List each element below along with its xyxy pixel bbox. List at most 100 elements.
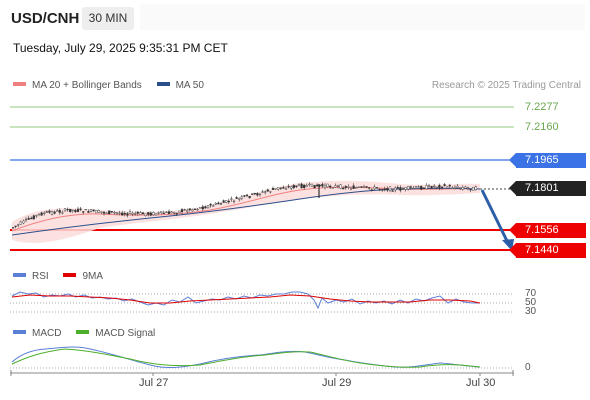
resistance-1-label: 7.2160 <box>525 121 559 133</box>
legend-label: 9MA <box>82 271 104 282</box>
candle-body <box>17 224 20 226</box>
candle-body <box>32 215 35 220</box>
x-label-jul27: Jul 27 <box>139 377 169 389</box>
candle-body <box>456 185 459 188</box>
candle-body <box>134 213 137 215</box>
candle-body <box>144 213 147 216</box>
candle-body <box>126 213 129 216</box>
candle-body <box>282 187 285 189</box>
candle-body <box>277 187 280 190</box>
candle-body <box>329 185 332 188</box>
candle-body <box>417 186 420 188</box>
candle-body <box>188 208 191 211</box>
legend-item-bollinger[interactable]: MA 20 + Bollinger Bands <box>13 80 142 91</box>
candle-body <box>271 188 275 190</box>
candle-body <box>336 185 340 187</box>
legend-item-rsi[interactable]: RSI <box>13 271 49 282</box>
candle-body <box>170 211 173 214</box>
rsi-level-70: 70 <box>525 288 537 299</box>
candle-body <box>305 185 308 187</box>
candle-body <box>425 185 428 190</box>
candle-body <box>258 193 262 196</box>
candle-body <box>56 210 59 212</box>
candle-body <box>368 187 371 189</box>
legend-item-macd[interactable]: MACD <box>13 328 61 339</box>
legend-item-macd-signal[interactable]: MACD Signal <box>76 328 155 339</box>
candle-body <box>37 213 41 215</box>
candle-body <box>97 210 100 213</box>
candle-body <box>123 213 126 215</box>
candle-body <box>30 217 33 220</box>
candle-body <box>69 208 72 213</box>
candle-body <box>186 210 189 212</box>
candle-body <box>225 200 228 203</box>
candle-body <box>334 185 337 188</box>
candle-body <box>459 187 462 189</box>
candle-body <box>448 185 451 187</box>
candle-body <box>58 210 61 213</box>
symbol-title: USD/CNH <box>11 10 80 27</box>
candle-body <box>360 186 363 188</box>
legend-label: MACD Signal <box>95 328 156 339</box>
candle-body <box>383 188 386 190</box>
candle-body <box>173 212 176 214</box>
candle-body <box>45 211 48 213</box>
candle-body <box>43 212 46 215</box>
macd-swatch-icon <box>13 330 26 335</box>
candle-body <box>412 187 415 190</box>
candle-body <box>453 186 457 189</box>
legend-label: RSI <box>32 271 49 282</box>
candle-body <box>292 185 295 189</box>
candle-body <box>430 186 433 189</box>
ma50-swatch-icon <box>156 82 170 87</box>
candle-body <box>469 189 472 191</box>
candle-body <box>461 187 464 190</box>
candle-body <box>35 214 38 217</box>
legend-item-9ma[interactable]: 9MA <box>63 271 103 282</box>
macd-signal-line <box>11 348 481 368</box>
candle-body <box>152 212 155 216</box>
candle-body <box>40 212 43 216</box>
candle-body <box>180 209 184 212</box>
candle-body <box>316 184 319 187</box>
forecast-arrow-shaft <box>480 189 510 244</box>
candle-body <box>355 187 358 189</box>
legend-label: MACD <box>32 328 62 339</box>
candle-body <box>401 188 405 190</box>
candle-body <box>128 211 132 214</box>
candle-body <box>378 188 381 191</box>
legend-label: MA 20 + Bollinger Bands <box>32 80 142 91</box>
candlesticks <box>11 182 477 229</box>
candle-body <box>79 208 82 210</box>
candle-body <box>284 188 288 190</box>
candle-body <box>440 186 444 189</box>
rsi-9ma-line <box>11 294 481 304</box>
candle-body <box>264 191 267 193</box>
candle-body <box>266 189 269 192</box>
candle-body <box>157 212 160 214</box>
macd-legend: MACD MACD Signal <box>13 328 167 339</box>
candle-body <box>261 191 264 193</box>
legend-item-ma50[interactable]: MA 50 <box>156 80 204 91</box>
rsi-level-30: 30 <box>525 306 537 317</box>
candle-body <box>230 198 233 200</box>
candle-body <box>347 186 350 188</box>
candle-body <box>227 200 230 203</box>
candle-body <box>303 184 306 188</box>
chart-datetime: Tuesday, July 29, 2025 9:35:31 PM CET <box>13 41 228 55</box>
candle-body <box>279 187 282 189</box>
candle-body <box>95 210 98 214</box>
candle-body <box>141 212 145 215</box>
timeframe-badge[interactable]: 30 MIN <box>82 7 134 30</box>
candle-body <box>349 188 353 190</box>
candle-body <box>451 187 454 189</box>
resistance-2-label: 7.2277 <box>525 101 559 113</box>
candle-body <box>274 188 277 190</box>
candle-body <box>323 185 327 188</box>
candle-body <box>63 208 67 212</box>
rsi-swatch-icon <box>13 273 26 278</box>
support-2-label: 7.1440 <box>509 243 586 258</box>
candle-body <box>118 212 121 214</box>
candle-body <box>435 186 438 189</box>
